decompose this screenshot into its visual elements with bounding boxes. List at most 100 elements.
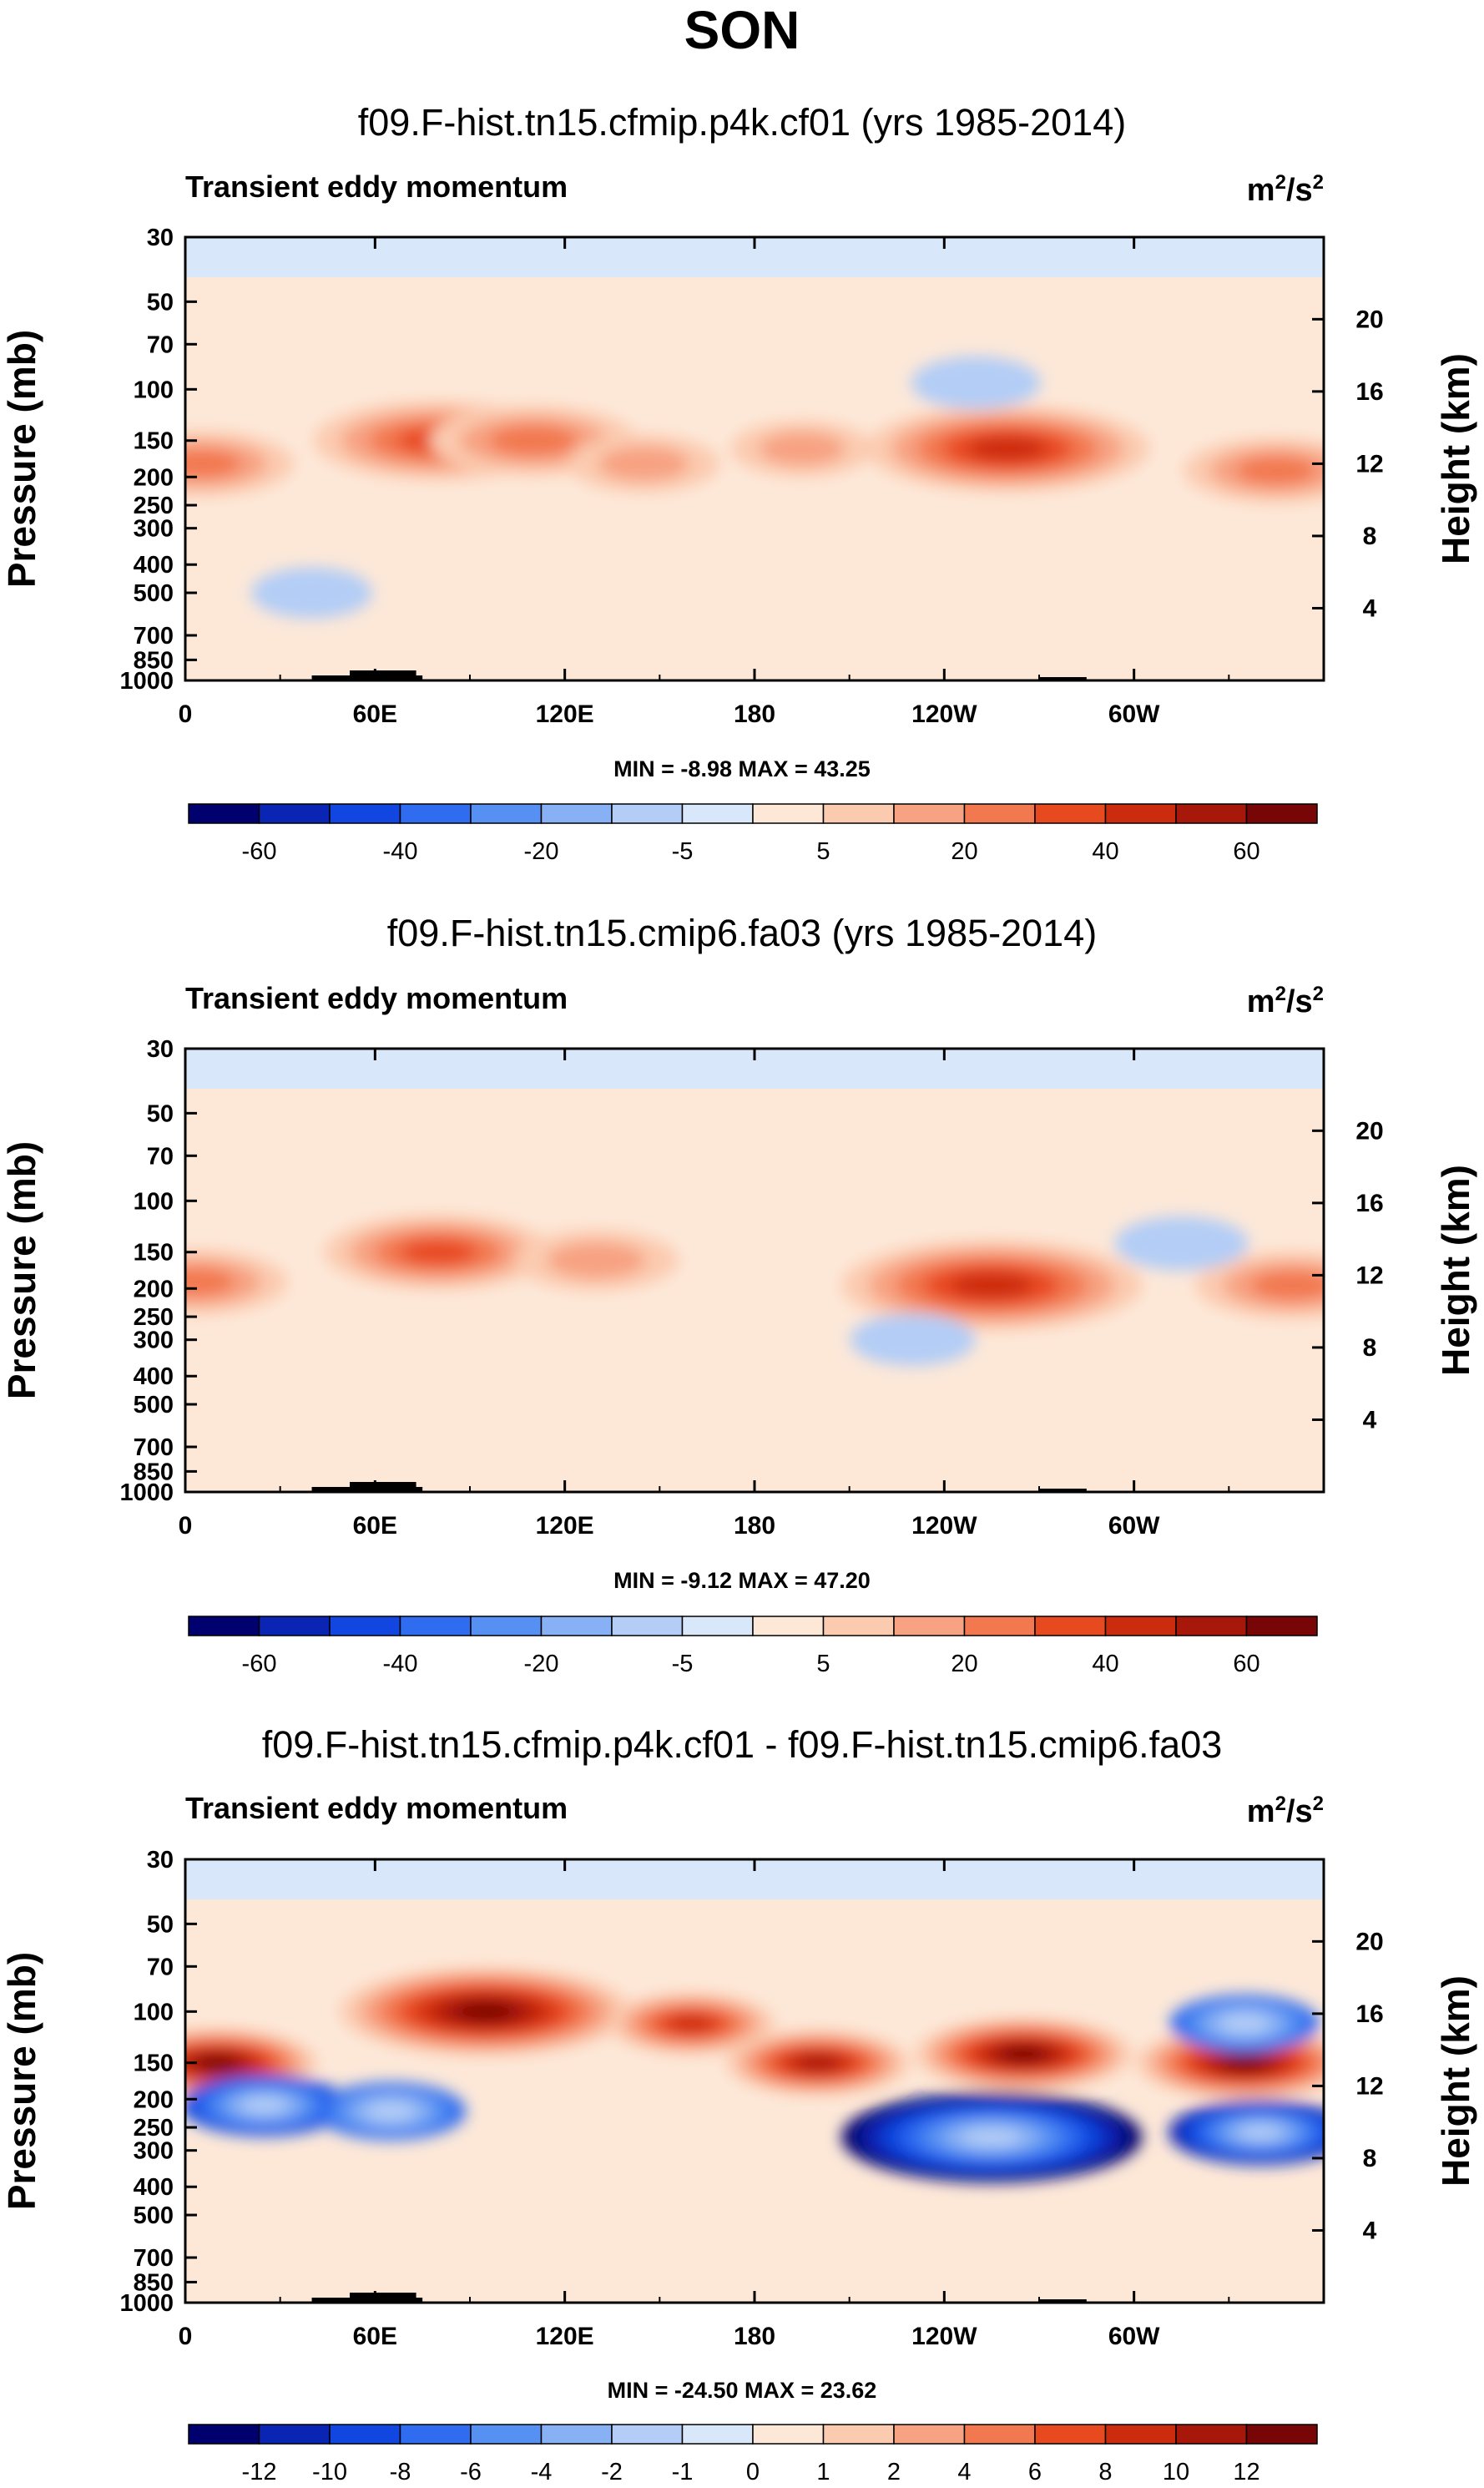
variable-label: Transient eddy momentum	[185, 169, 568, 204]
colorbar-swatch	[1175, 803, 1248, 824]
x-tick-label: 120E	[536, 1512, 594, 1540]
feature-ring	[185, 449, 241, 478]
feature-ring	[196, 2056, 237, 2070]
colorbar-swatch	[470, 803, 543, 824]
colorbar-swatch	[681, 1616, 754, 1636]
feature-ring	[1002, 2046, 1046, 2061]
colorbar-label: -40	[383, 1651, 418, 1677]
feature-ring	[668, 2015, 714, 2032]
contour-field	[185, 1859, 1324, 2303]
colorbar-swatch	[1034, 2424, 1107, 2445]
colorbar-label: -40	[383, 838, 418, 865]
feature-ring	[185, 1267, 235, 1297]
variable-label: Transient eddy momentum	[185, 981, 568, 1015]
colorbar-swatch	[1034, 803, 1107, 824]
colorbar-swatch	[540, 803, 613, 824]
colorbar-swatch	[1175, 1616, 1248, 1636]
x-tick-label: 120W	[911, 700, 977, 728]
colorbar-label: 40	[1092, 838, 1118, 865]
colorbar-label: 40	[1092, 1651, 1118, 1677]
y-tick-label: 500	[134, 1392, 174, 1418]
min-max-stats: MIN = -9.12 MAX = 47.20	[613, 1568, 871, 1593]
y-tick-label: 200	[134, 1276, 174, 1302]
feature-ring	[962, 2127, 1022, 2147]
colorbar-label: 5	[816, 1651, 830, 1677]
colorbar-label: 12	[1233, 2459, 1259, 2484]
x-tick-label: 120W	[911, 2323, 977, 2350]
colorbar-label: 1	[816, 2459, 830, 2484]
y-tick-label: 150	[134, 428, 174, 455]
y-tick-label: 250	[134, 1304, 174, 1331]
y-tick-label: 700	[134, 1434, 174, 1461]
colorbar-label: -10	[312, 2459, 347, 2484]
y-tick-label: 200	[134, 2086, 174, 2113]
colorbar-swatch	[188, 1616, 260, 1636]
y2-tick-label: 12	[1355, 1262, 1383, 1289]
colorbar-label: 2	[887, 2459, 901, 2484]
y2-tick-label: 16	[1355, 2000, 1383, 2028]
panel-title: f09.F-hist.tn15.cmip6.fa03 (yrs 1985-201…	[387, 912, 1097, 954]
colorbar-swatch	[188, 2424, 260, 2445]
panel-3: f09.F-hist.tn15.cfmip.p4k.cf01 - f09.F-h…	[0, 1723, 1477, 2485]
y2-axis-title: Height (km)	[1434, 1975, 1477, 2187]
colorbar-label: 4	[957, 2459, 971, 2484]
y2-axis-title: Height (km)	[1434, 1165, 1477, 1376]
y-tick-label: 300	[134, 516, 174, 543]
y-tick-label: 100	[134, 377, 174, 403]
y2-tick-label: 20	[1355, 1928, 1383, 1955]
colorbar-swatch	[470, 1616, 543, 1636]
colorbar-label: -8	[390, 2459, 411, 2484]
colorbar-label: 60	[1233, 838, 1259, 865]
colorbar-swatch	[1245, 2424, 1318, 2445]
colorbar-label: 60	[1233, 1651, 1259, 1677]
y-tick-label: 30	[147, 1036, 174, 1063]
colorbar-swatch	[258, 1616, 331, 1636]
y-tick-label: 250	[134, 2115, 174, 2142]
min-max-stats: MIN = -8.98 MAX = 43.25	[613, 756, 871, 781]
topography	[1039, 677, 1087, 680]
x-tick-label: 60E	[353, 700, 397, 728]
y-tick-label: 400	[134, 552, 174, 579]
y2-tick-label: 20	[1355, 306, 1383, 333]
colorbar: -60 -40 -20 -5 5 20 40 60	[188, 1616, 1318, 1677]
colorbar-swatch	[681, 2424, 754, 2445]
colorbar-label: 8	[1098, 2459, 1112, 2484]
colorbar-swatch	[752, 2424, 825, 2445]
colorbar-label: -60	[242, 838, 277, 865]
y2-axis-title: Height (km)	[1434, 353, 1477, 564]
feature-ring	[456, 2002, 515, 2020]
panel-title: f09.F-hist.tn15.cfmip.p4k.cf01 - f09.F-h…	[262, 1723, 1223, 1766]
panel-1: f09.F-hist.tn15.cfmip.p4k.cf01 (yrs 1985…	[0, 101, 1477, 865]
colorbar-label: 0	[746, 2459, 760, 2484]
x-tick-label: 0	[179, 700, 193, 728]
y-tick-label: 700	[134, 2245, 174, 2272]
colorbar-swatch	[611, 2424, 684, 2445]
feature-ring	[241, 2096, 287, 2114]
x-tick-label: 120E	[536, 2323, 594, 2350]
y-tick-label: 400	[134, 2174, 174, 2201]
y-tick-label: 50	[147, 1911, 174, 1938]
feature-ring	[1239, 2125, 1282, 2140]
colorbar-label: 10	[1163, 2459, 1189, 2484]
colorbar-swatch	[1034, 1616, 1107, 1636]
colorbar-swatch	[963, 1616, 1036, 1636]
y2-tick-label: 4	[1363, 1406, 1377, 1434]
y-tick-label: 300	[134, 1327, 174, 1354]
colorbar-swatch	[329, 1616, 401, 1636]
x-tick-label: 180	[734, 700, 775, 728]
contour-field	[185, 237, 1324, 680]
y2-tick-label: 12	[1355, 450, 1383, 478]
colorbar-label: -20	[524, 838, 559, 865]
y-tick-label: 300	[134, 2138, 174, 2165]
y-tick-label: 70	[147, 331, 174, 358]
y-tick-label: 30	[147, 1847, 174, 1874]
feature-ring	[547, 1241, 646, 1279]
y-tick-label: 150	[134, 2051, 174, 2077]
y-tick-label: 500	[134, 580, 174, 607]
x-tick-label: 120E	[536, 700, 594, 728]
y-tick-label: 850	[134, 2269, 174, 2296]
colorbar-swatch	[329, 2424, 401, 2445]
feature-ring	[968, 437, 1047, 461]
colorbar: -60 -40 -20 -5 5 20 40 60	[188, 803, 1318, 865]
colorbar-label: -4	[531, 2459, 553, 2484]
